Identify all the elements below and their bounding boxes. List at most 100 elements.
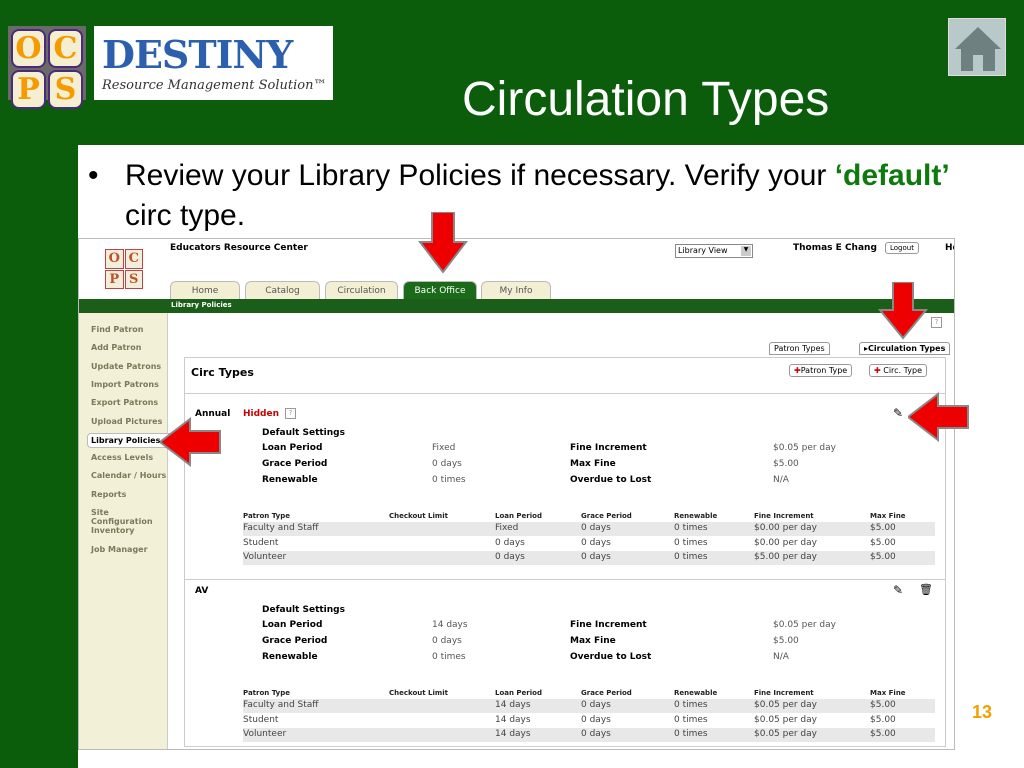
home-icon bbox=[955, 27, 1001, 71]
table-cell: 0 days bbox=[581, 523, 611, 533]
table-row: Volunteer 0 days 0 days 0 times $5.00 per da… bbox=[243, 551, 935, 566]
setting-value: $0.05 per day bbox=[773, 443, 836, 453]
table-cell: $0.05 per day bbox=[754, 729, 817, 740]
add-icon: ✚ bbox=[874, 366, 881, 375]
subtab-circulation-types[interactable]: ▸Circulation Types bbox=[859, 342, 951, 355]
column-header: Max Fine bbox=[870, 689, 906, 697]
logo-letter: C bbox=[124, 249, 143, 269]
setting-label: Overdue to Lost bbox=[570, 475, 652, 485]
setting-label: Fine Increment bbox=[570, 620, 647, 630]
setting-value: 0 days bbox=[432, 459, 462, 469]
column-header: Patron Type bbox=[243, 512, 290, 520]
trash-icon[interactable]: 🗑 bbox=[919, 583, 933, 596]
table-cell: 0 days bbox=[581, 537, 611, 548]
setting-label: Grace Period bbox=[262, 459, 328, 469]
tab-my-info[interactable]: My Info bbox=[481, 281, 551, 299]
setting-label: Max Fine bbox=[570, 636, 616, 646]
circ-type-name: Annual bbox=[195, 409, 231, 419]
home-button[interactable] bbox=[948, 18, 1006, 76]
logo-letter: S bbox=[124, 269, 143, 289]
table-cell: 14 days bbox=[495, 714, 531, 725]
logo-letter: O bbox=[11, 29, 46, 68]
help-link[interactable]: He bbox=[945, 243, 954, 253]
site-name: Educators Resource Center bbox=[170, 243, 308, 253]
add-circ-type-button[interactable]: ✚ Circ. Type bbox=[869, 364, 928, 377]
view-select[interactable]: Library View ▼ bbox=[675, 244, 753, 258]
table-cell: 0 times bbox=[674, 552, 708, 563]
tab-catalog[interactable]: Catalog bbox=[245, 281, 320, 299]
table-cell: Volunteer bbox=[243, 552, 287, 563]
destiny-wordmark: DESTINY bbox=[102, 32, 293, 77]
column-header: Checkout Limit bbox=[389, 689, 448, 697]
setting-value: $0.05 per day bbox=[773, 620, 836, 630]
table-row: Volunteer 14 days 0 days 0 times $0.05 per d… bbox=[243, 728, 935, 743]
sidebar-item-site-configuration[interactable]: Site Configuration bbox=[91, 508, 153, 526]
sidebar-item-import-patrons[interactable]: Import Patrons bbox=[91, 379, 159, 389]
edit-icon[interactable]: ✎ bbox=[893, 406, 904, 420]
sidebar-item-library-policies[interactable]: Library Policies bbox=[87, 432, 171, 448]
table-cell: 0 days bbox=[581, 552, 611, 563]
sidebar-item-inventory[interactable]: Inventory bbox=[91, 526, 135, 536]
column-header: Renewable bbox=[674, 689, 718, 697]
setting-value: 0 times bbox=[432, 475, 466, 485]
sidebar-item-find-patron[interactable]: Find Patron bbox=[91, 325, 144, 334]
tab-back-office[interactable]: Back Office bbox=[403, 281, 477, 299]
table-cell: $5.00 per day bbox=[754, 552, 817, 563]
column-header: Max Fine bbox=[870, 512, 906, 520]
help-icon[interactable]: ? bbox=[285, 408, 296, 419]
subnav-library-policies[interactable]: Library Policies bbox=[171, 301, 232, 309]
subnav-bar: Library Policies bbox=[79, 299, 954, 313]
setting-value: Fixed bbox=[432, 443, 456, 453]
red-arrow-down bbox=[418, 212, 468, 274]
help-icon[interactable]: ? bbox=[931, 317, 942, 328]
column-header: Loan Period bbox=[495, 689, 542, 697]
bullet-text: circ type. bbox=[125, 199, 246, 232]
page-number: 13 bbox=[972, 702, 993, 722]
button-label: Patron Type bbox=[800, 366, 848, 375]
sidebar-item-calendar-hours[interactable]: Calendar / Hours bbox=[91, 471, 167, 481]
table-cell: $5.00 bbox=[870, 552, 896, 563]
setting-value: 0 times bbox=[432, 652, 466, 662]
column-header: Fine Increment bbox=[754, 689, 814, 697]
bullet-highlight: ‘default’ bbox=[834, 159, 950, 192]
table-cell: 0 days bbox=[581, 700, 611, 710]
table-row: Faculty and Staff 14 days 0 days 0 times $0.… bbox=[243, 699, 935, 713]
table-row: Student 0 days 0 days 0 times $0.00 per day $… bbox=[243, 537, 935, 551]
user-name: Thomas E Chang bbox=[793, 243, 877, 253]
tab-circulation[interactable]: Circulation bbox=[325, 281, 398, 299]
sidebar-item-export-patrons[interactable]: Export Patrons bbox=[91, 398, 159, 408]
setting-label: Max Fine bbox=[570, 459, 616, 469]
sidebar-item-job-manager[interactable]: Job Manager bbox=[91, 544, 148, 554]
table-cell: Student bbox=[243, 714, 279, 725]
setting-label: Grace Period bbox=[262, 636, 328, 646]
table-cell: 0 days bbox=[495, 537, 525, 548]
destiny-tagline: Resource Management Solution™ bbox=[102, 78, 327, 93]
logout-button[interactable]: Logout bbox=[885, 242, 919, 254]
table-cell: Student bbox=[243, 537, 279, 548]
table-cell: 0 times bbox=[674, 714, 708, 725]
table-cell: 0 days bbox=[495, 552, 525, 563]
table-cell: $0.05 per day bbox=[754, 714, 817, 725]
logo-letter: C bbox=[48, 29, 83, 68]
add-patron-type-button[interactable]: ✚Patron Type bbox=[789, 364, 853, 377]
divider bbox=[184, 393, 946, 394]
sidebar-item-update-patrons[interactable]: Update Patrons bbox=[91, 361, 162, 371]
column-header: Loan Period bbox=[495, 512, 542, 520]
edit-icon[interactable]: ✎ bbox=[893, 583, 904, 597]
sidebar-item-upload-pictures[interactable]: Upload Pictures bbox=[91, 416, 163, 426]
default-settings-label: Default Settings bbox=[262, 605, 345, 615]
bullet-text: Review your Library Policies if necessar… bbox=[125, 159, 835, 192]
table-row: Faculty and Staff Fixed 0 days 0 times $0.00… bbox=[243, 522, 935, 536]
table-cell: 0 times bbox=[674, 523, 708, 533]
divider bbox=[184, 579, 946, 580]
logo-letter: S bbox=[48, 70, 83, 109]
subtab-patron-types[interactable]: Patron Types bbox=[769, 342, 830, 355]
red-arrow-down bbox=[878, 282, 928, 340]
sidebar-item-add-patron[interactable]: Add Patron bbox=[91, 343, 142, 353]
sidebar-item-reports[interactable]: Reports bbox=[91, 489, 127, 499]
sidebar-item-access-levels[interactable]: Access Levels bbox=[91, 453, 154, 463]
tab-home[interactable]: Home bbox=[170, 281, 240, 299]
table-cell: 0 days bbox=[581, 714, 611, 725]
logo-letter: P bbox=[105, 269, 124, 289]
